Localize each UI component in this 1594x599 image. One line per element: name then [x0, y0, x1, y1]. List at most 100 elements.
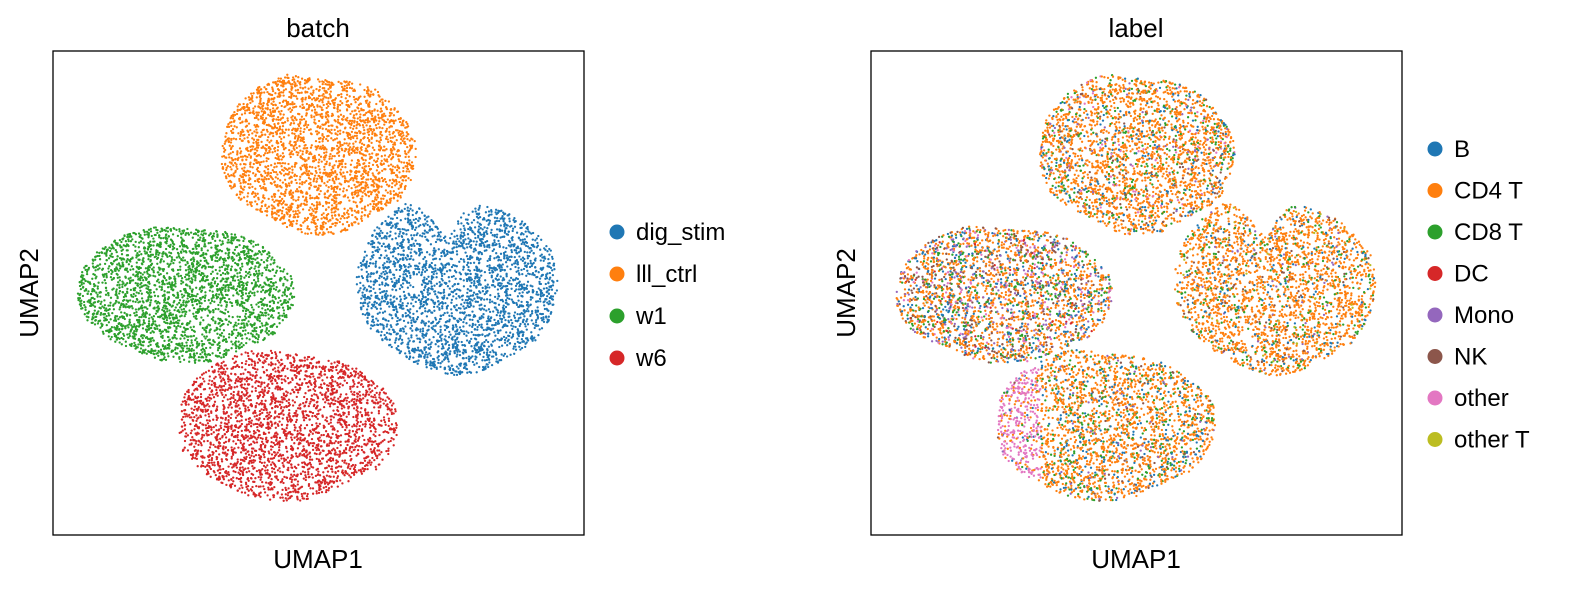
- scatter-point: [263, 296, 266, 300]
- scatter-point: [149, 227, 152, 231]
- scatter-point: [134, 245, 137, 248]
- scatter-point: [286, 117, 289, 120]
- scatter-point: [109, 275, 113, 279]
- scatter-point: [205, 335, 208, 338]
- scatter-point: [275, 118, 278, 121]
- scatter-point: [163, 296, 167, 300]
- scatter-point: [253, 105, 257, 108]
- scatter-point: [322, 223, 325, 226]
- scatter-point: [354, 140, 357, 143]
- scatter-point: [245, 158, 248, 161]
- scatter-point: [192, 306, 196, 310]
- scatter-point: [136, 252, 139, 255]
- scatter-point: [316, 188, 319, 192]
- scatter-point: [259, 115, 263, 118]
- scatter-point: [230, 124, 233, 128]
- scatter-point: [330, 157, 333, 160]
- scatter-point: [250, 266, 253, 269]
- scatter-point: [84, 287, 88, 291]
- scatter-point: [156, 228, 159, 232]
- scatter-point: [190, 290, 194, 293]
- scatter-point: [276, 149, 279, 152]
- scatter-point: [182, 294, 186, 297]
- scatter-point: [200, 247, 203, 250]
- scatter-point: [273, 200, 276, 204]
- scatter-point: [290, 181, 293, 184]
- scatter-point: [373, 148, 376, 152]
- scatter-point: [291, 171, 294, 174]
- scatter-point: [194, 279, 197, 282]
- scatter-point: [395, 169, 399, 172]
- scatter-point: [280, 192, 283, 195]
- scatter-point: [396, 195, 400, 198]
- scatter-point: [150, 316, 153, 319]
- scatter-point: [128, 318, 131, 321]
- scatter-point: [147, 258, 150, 261]
- scatter-point: [182, 326, 186, 329]
- scatter-point: [343, 227, 347, 230]
- scatter-point: [105, 314, 108, 318]
- scatter-point: [249, 101, 252, 105]
- scatter-point: [330, 204, 334, 207]
- scatter-point: [184, 263, 187, 267]
- scatter-point: [239, 163, 242, 166]
- scatter-point: [171, 281, 174, 284]
- scatter-point: [363, 207, 366, 210]
- scatter-point: [406, 122, 409, 126]
- scatter-point: [379, 110, 382, 113]
- scatter-point: [187, 347, 191, 350]
- scatter-point: [84, 306, 87, 309]
- scatter-point: [192, 247, 195, 251]
- scatter-point: [114, 248, 117, 252]
- scatter-point: [236, 150, 239, 153]
- scatter-point: [166, 335, 170, 339]
- scatter-point: [144, 267, 148, 270]
- scatter-point: [243, 250, 246, 253]
- scatter-point: [196, 292, 199, 296]
- scatter-point: [126, 291, 129, 295]
- scatter-point: [384, 180, 388, 184]
- scatter-point: [324, 146, 327, 150]
- scatter-point: [257, 280, 260, 283]
- scatter-point: [277, 316, 280, 319]
- scatter-point: [282, 136, 286, 139]
- scatter-point: [226, 164, 230, 168]
- scatter-point: [299, 166, 302, 169]
- scatter-point: [371, 114, 374, 118]
- scatter-point: [388, 153, 392, 157]
- scatter-point: [181, 330, 184, 333]
- scatter-point: [291, 83, 294, 86]
- scatter-point: [246, 146, 249, 150]
- scatter-point: [319, 189, 322, 193]
- scatter-point: [359, 138, 363, 142]
- scatter-point: [374, 198, 377, 201]
- scatter-point: [315, 113, 318, 117]
- scatter-point: [244, 329, 247, 332]
- scatter-point: [367, 102, 370, 106]
- scatter-point: [102, 332, 105, 335]
- scatter-point: [349, 173, 352, 176]
- scatter-point: [290, 165, 294, 168]
- scatter-point: [209, 328, 212, 331]
- scatter-point: [125, 254, 129, 257]
- scatter-point: [230, 330, 234, 333]
- scatter-point: [152, 269, 155, 272]
- scatter-point: [236, 315, 239, 318]
- scatter-point: [383, 154, 387, 157]
- scatter-point: [266, 108, 269, 111]
- scatter-point: [245, 200, 249, 203]
- scatter-point: [86, 319, 89, 322]
- scatter-point: [320, 175, 324, 179]
- scatter-point: [256, 256, 259, 260]
- scatter-point: [337, 93, 341, 97]
- scatter-point: [349, 137, 352, 141]
- scatter-point: [336, 130, 340, 133]
- scatter-point: [388, 114, 391, 118]
- scatter-point: [338, 220, 341, 224]
- scatter-point: [87, 310, 91, 313]
- scatter-point: [281, 152, 285, 155]
- scatter-point: [226, 268, 229, 271]
- scatter-point: [273, 162, 277, 165]
- scatter-point: [157, 278, 160, 281]
- scatter-point: [245, 322, 248, 325]
